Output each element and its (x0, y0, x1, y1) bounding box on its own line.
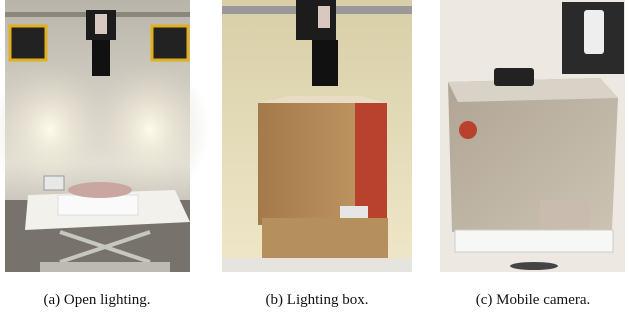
lens (312, 40, 338, 86)
floor (222, 258, 412, 272)
scale (44, 176, 64, 190)
lamp (10, 26, 46, 60)
figure: (a) Open lighting. (b) Lighting box. (c)… (0, 0, 629, 323)
caption: (c) Mobile camera. (476, 292, 591, 308)
light-glow (90, 60, 210, 200)
figure-panels: (a) Open lighting. (b) Lighting box. (c)… (0, 0, 629, 323)
table-base (40, 262, 170, 272)
box-logo (459, 121, 477, 139)
stand-slot (510, 262, 558, 270)
caption: (a) Open lighting. (43, 292, 150, 308)
photo-open-lighting (0, 0, 210, 272)
phone-screen (95, 14, 107, 34)
lamp (152, 26, 188, 60)
lens (92, 40, 110, 76)
phone-screen (318, 6, 330, 28)
tray (58, 195, 138, 215)
inset-phone (584, 10, 604, 54)
photo-mobile-camera (440, 0, 625, 272)
box-label (540, 200, 590, 228)
phone (494, 68, 534, 86)
box-label (355, 103, 387, 223)
photo-lighting-box (222, 0, 412, 272)
fish (68, 182, 132, 198)
stand (455, 230, 613, 252)
caption: (b) Lighting box. (266, 292, 369, 308)
